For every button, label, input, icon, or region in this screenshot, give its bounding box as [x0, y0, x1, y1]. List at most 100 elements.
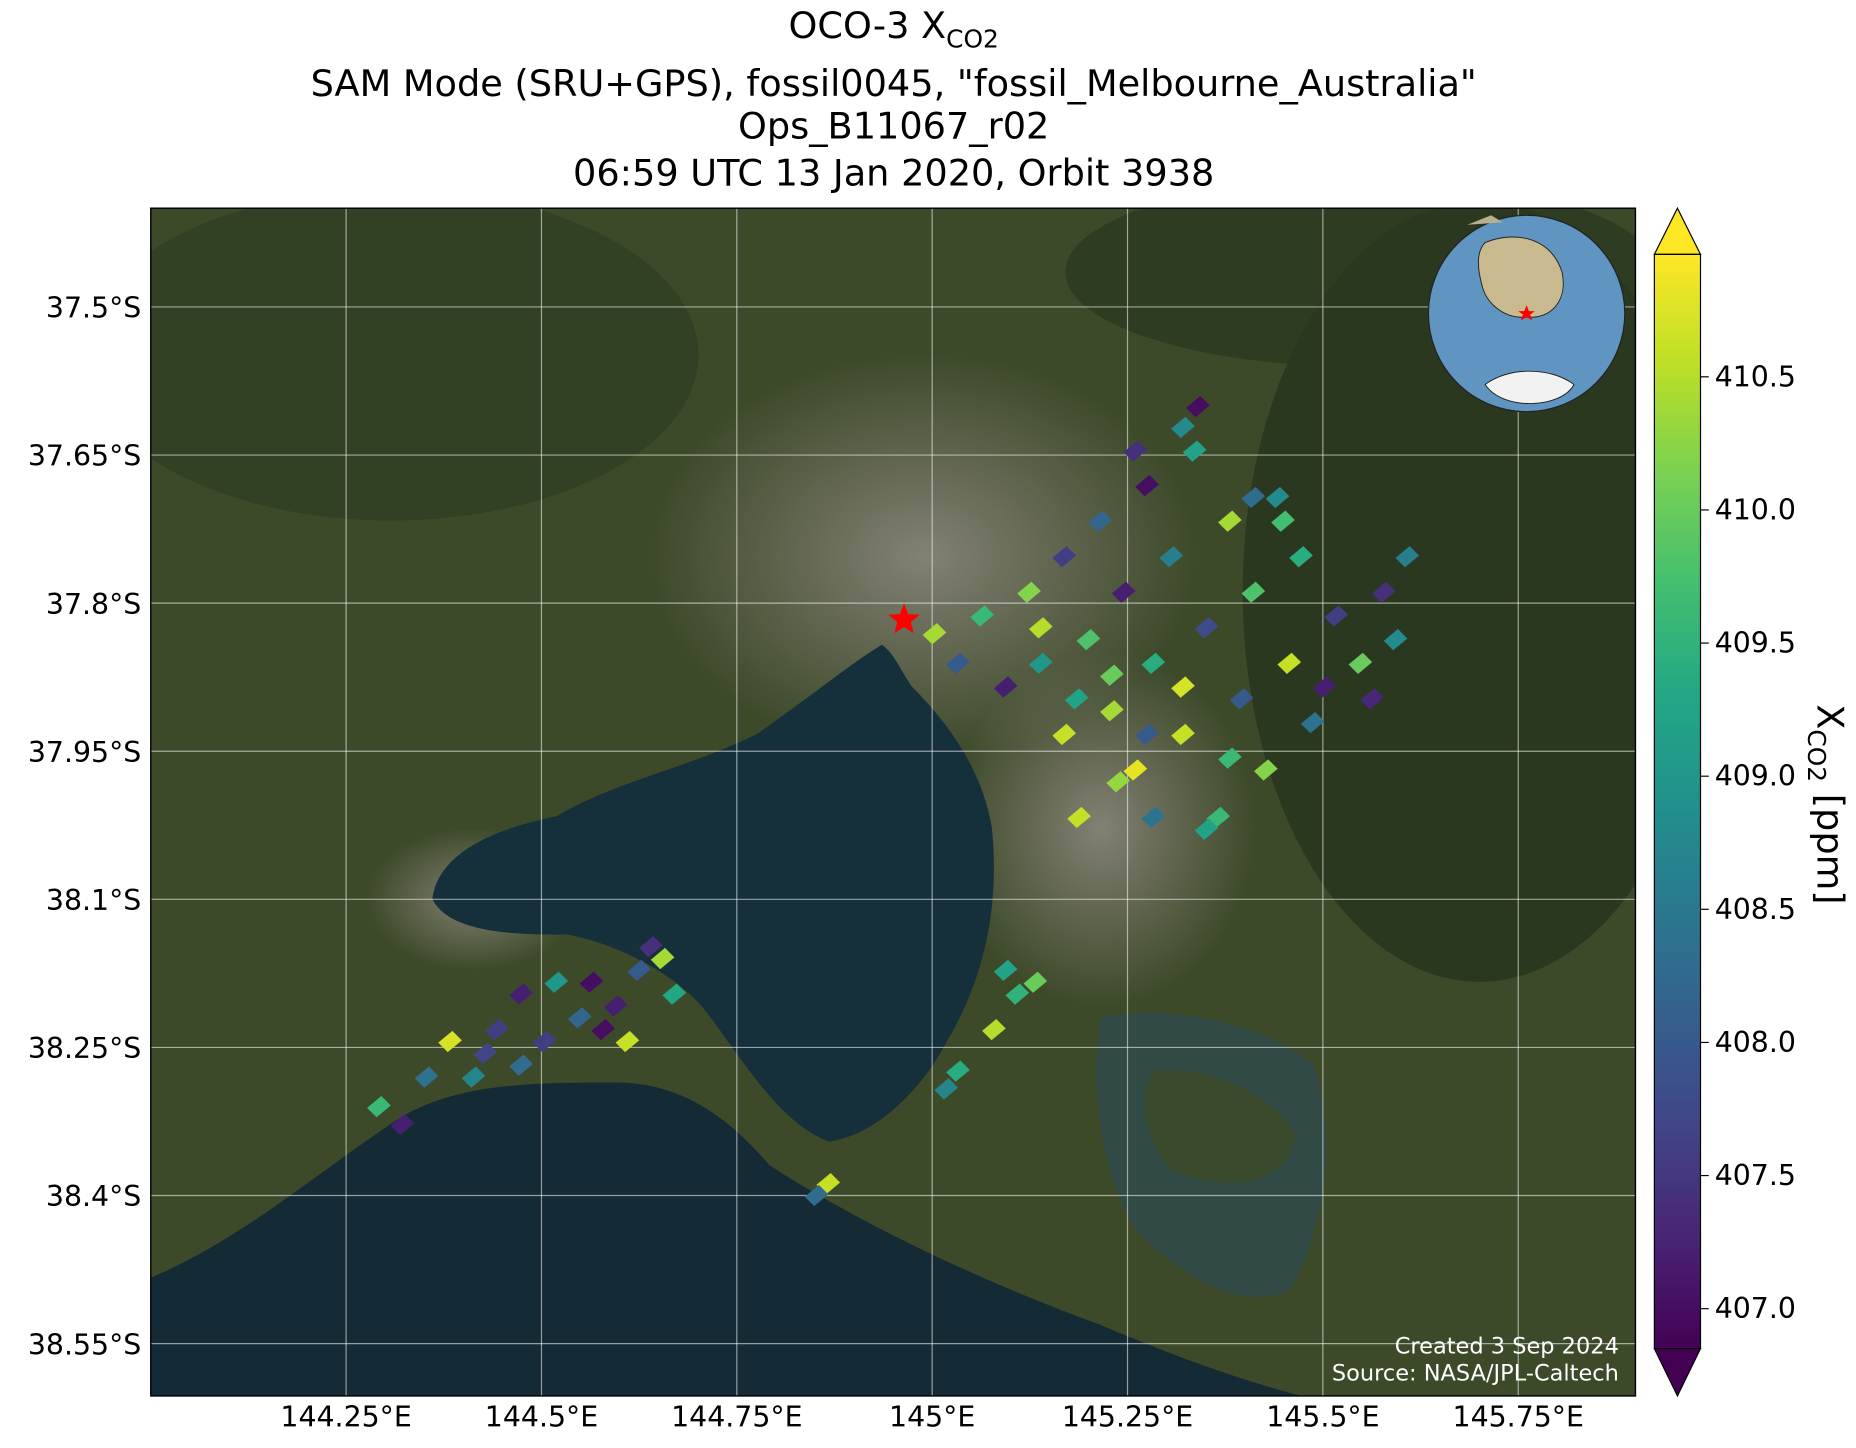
sounding: [1218, 510, 1242, 532]
sounding: [579, 971, 604, 993]
sounding: [639, 936, 663, 958]
sounding: [509, 983, 533, 1005]
sounding: [993, 959, 1018, 982]
sounding: [1186, 396, 1210, 418]
sounding: [1254, 759, 1278, 781]
sounding: [1052, 723, 1077, 746]
colorbar-frame: [1653, 253, 1702, 1350]
x-tick-label: 144.5°E: [485, 1401, 598, 1434]
subtitle: 06:59 UTC 13 Jan 2020, Orbit 3938: [573, 152, 1214, 195]
colorbar-body: [1654, 254, 1701, 1349]
sounding: [1123, 759, 1148, 781]
sounding: [993, 676, 1018, 698]
sounding: [1100, 700, 1124, 722]
asia: [1467, 215, 1503, 225]
antarctica: [1484, 370, 1575, 404]
sounding: [1088, 510, 1113, 532]
sounding: [390, 1113, 415, 1136]
sounding: [1171, 416, 1195, 439]
sounding: [532, 1030, 557, 1053]
sounding: [1076, 629, 1101, 651]
sounding: [603, 995, 628, 1017]
sounding: [1005, 983, 1030, 1005]
sounding: [1135, 474, 1159, 497]
sounding: [1182, 440, 1207, 462]
map-frame: [150, 207, 1637, 1397]
sounding: [1271, 510, 1295, 532]
y-tick-label: 37.8°S: [46, 588, 141, 621]
sounding: [1171, 723, 1195, 746]
sounding: [1100, 664, 1124, 686]
sounding: [1194, 818, 1219, 840]
y-tick-label: 37.95°S: [28, 736, 141, 769]
bay: [432, 644, 994, 1142]
title-text: OCO-3 X: [789, 4, 947, 47]
colorbar-tick-label: 407.5: [1715, 1159, 1796, 1192]
colorbar-label-unit: [ppm]: [1809, 782, 1852, 905]
x-tick-label: 144.25°E: [280, 1401, 411, 1434]
sounding: [1277, 652, 1302, 675]
sounding: [1023, 971, 1048, 993]
sounding: [1194, 617, 1219, 639]
y-tick-label: 37.5°S: [46, 292, 141, 325]
colorbar-tick-label: 408.0: [1715, 1026, 1796, 1059]
sounding: [934, 1078, 959, 1100]
sounding: [1141, 652, 1166, 675]
x-tick-label: 144.75°E: [671, 1401, 802, 1434]
sounding: [1371, 581, 1396, 603]
sounding: [438, 1030, 462, 1053]
credit: Created 3 Sep 2024: [1395, 1333, 1619, 1359]
colorbar-label-subscript: CO2: [1802, 729, 1831, 782]
x-tick-label: 145°E: [889, 1401, 975, 1434]
sounding: [1106, 771, 1130, 793]
colorbar-tick-label: 410.5: [1715, 360, 1796, 393]
sounding: [1265, 486, 1290, 509]
sounding: [473, 1042, 498, 1064]
title: OCO-3 XCO2: [789, 4, 999, 53]
sounding: [544, 971, 569, 993]
target-star: [888, 603, 920, 634]
sounding: [591, 1019, 616, 1041]
globe-target: [1518, 305, 1535, 321]
sounding: [662, 983, 687, 1005]
subtitle: Ops_B11067_r02: [738, 104, 1049, 147]
grid: [150, 208, 1636, 1396]
colorbar: [1653, 206, 1702, 1398]
colorbar-label-text: X: [1809, 704, 1852, 729]
colorbar-tick-label: 409.0: [1715, 760, 1796, 793]
sounding: [1241, 581, 1266, 603]
colorbar-label: XCO2 [ppm]: [1802, 704, 1851, 904]
sounding: [509, 1054, 533, 1076]
sounding: [1395, 546, 1420, 568]
y-tick-label: 38.25°S: [28, 1032, 141, 1065]
colorbar-tick-label: 409.5: [1715, 627, 1796, 660]
sounding: [982, 1019, 1006, 1041]
sounding: [367, 1096, 391, 1118]
sounding: [1052, 546, 1077, 568]
x-tick-label: 145.25°E: [1062, 1401, 1193, 1434]
sounding: [1141, 806, 1166, 829]
y-tick-label: 38.1°S: [46, 884, 141, 917]
ocean: [150, 1082, 1302, 1396]
soundings: [367, 396, 1420, 1207]
sounding: [1383, 629, 1408, 651]
y-tick-label: 38.55°S: [28, 1328, 141, 1361]
colorbar-tick-label: 408.5: [1715, 893, 1796, 926]
sounding: [485, 1019, 509, 1041]
sounding: [922, 623, 947, 645]
sounding: [1111, 581, 1136, 603]
globe-inset: [1427, 214, 1626, 413]
sounding: [650, 947, 675, 970]
sounding: [1300, 711, 1325, 734]
x-tick-label: 145.75°E: [1453, 1401, 1584, 1434]
french-island: [1143, 1069, 1296, 1184]
sounding: [1360, 688, 1384, 710]
sounding: [1067, 806, 1091, 829]
sounding: [1241, 486, 1266, 509]
colorbar-tick-label: 407.0: [1715, 1292, 1796, 1325]
sounding: [1017, 581, 1041, 603]
sounding: [1218, 747, 1242, 769]
